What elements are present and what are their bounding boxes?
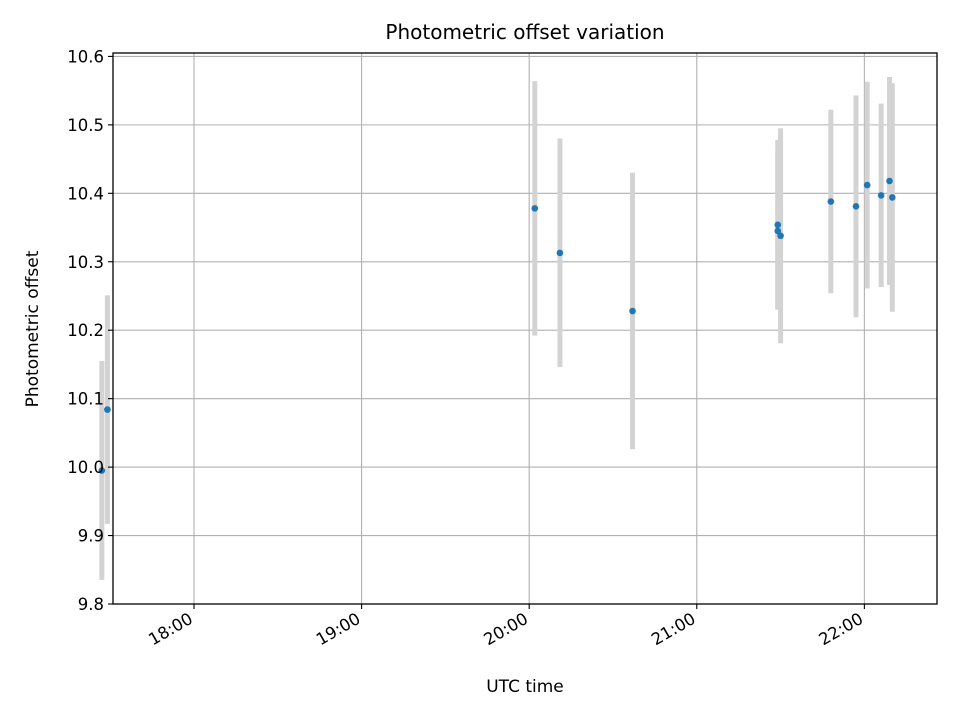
data-points [98,177,896,474]
y-tick-label: 10.1 [67,390,104,409]
data-point [886,177,893,185]
data-point [889,194,896,201]
y-tick-label: 9.9 [78,527,104,546]
data-point [777,232,784,240]
chart-title: Photometric offset variation [385,20,664,44]
y-tick-label: 10.6 [67,47,104,66]
data-point [629,307,636,315]
x-axis-label: UTC time [486,677,564,697]
y-tick-label: 10.5 [67,116,104,135]
y-axis-ticks: 9.8 9.9 10.0 10.1 10.2 10.3 10.4 10.5 10.6 [67,47,113,614]
data-point [98,467,106,474]
data-point [852,203,860,210]
plot-frame [112,52,938,605]
data-point [556,249,564,257]
y-tick-label: 10.0 [67,458,104,477]
y-tick-label: 10.4 [67,184,104,203]
data-point [104,406,111,413]
data-point [827,198,835,205]
data-point [531,205,539,212]
data-point [863,181,871,189]
y-tick-label: 9.8 [78,595,104,614]
y-tick-label: 10.2 [67,321,104,340]
y-tick-label: 10.3 [67,253,104,272]
data-point [877,192,885,199]
data-point [774,227,782,235]
data-point [774,221,782,229]
y-axis-label: Photometric offset [23,250,43,407]
